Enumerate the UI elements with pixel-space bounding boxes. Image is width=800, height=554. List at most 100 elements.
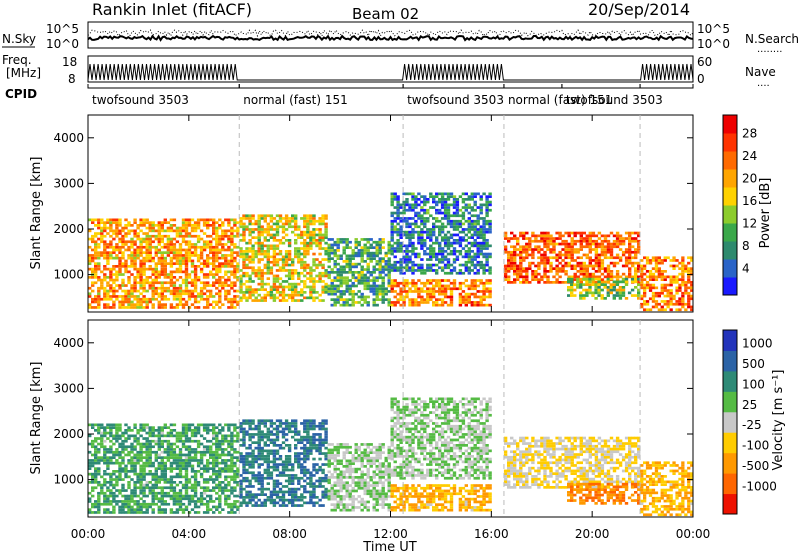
power-echo-cell [269,266,274,270]
velocity-echo-cell [230,459,234,462]
power-echo-cell [224,265,228,268]
power-echo-cell [540,256,544,260]
power-echo-cell [637,250,641,254]
power-echo-cell [420,230,424,234]
power-echo-cell [537,278,541,281]
power-echo-cell [630,277,635,281]
velocity-echo-cell [193,459,198,462]
velocity-echo-cell [115,448,119,451]
power-echo-cell [184,221,189,224]
power-echo-cell [414,247,418,250]
power-echo-cell [181,281,186,285]
power-echo-cell [206,306,210,309]
power-echo-cell [624,259,629,262]
power-echo-cell [579,234,583,238]
velocity-echo-cell [206,459,210,462]
velocity-echo-cell [136,475,140,479]
power-echo-cell [227,306,231,309]
power-echo-cell [455,228,460,231]
power-echo-cell [485,211,489,215]
power-echo-cell [435,263,439,267]
power-echo-cell [151,273,155,276]
power-echo-cell [351,254,355,258]
velocity-echo-cell [154,439,158,443]
power-echo-cell [363,251,367,255]
power-echo-cell [148,276,152,279]
power-echo-cell [443,295,448,299]
date-label: 20/Sep/2014 [588,0,690,19]
power-echo-cell [393,290,397,293]
velocity-echo-cell [215,483,219,487]
power-echo-cell [440,228,445,231]
power-echo-cell [675,286,679,290]
velocity-echo-cell [221,434,225,438]
power-echo-cell [687,256,691,260]
power-echo-cell [588,248,592,251]
power-echo-cell [588,275,592,279]
power-echo-cell [461,200,466,204]
power-echo-cell [606,286,610,289]
velocity-echo-cell [160,461,164,465]
velocity-echo-cell [127,505,131,509]
power-echo-cell [257,282,261,286]
power-echo-cell [384,273,388,277]
power-echo-cell [133,259,137,263]
velocity-echo-cell [157,461,161,465]
power-echo-cell [124,234,128,238]
power-echo-cell [163,229,167,233]
power-echo-cell [488,192,492,196]
power-echo-cell [405,258,409,261]
power-echo-cell [315,274,319,278]
power-echo-cell [209,248,213,252]
power-echo-cell [552,239,556,243]
power-echo-cell [582,245,586,249]
power-echo-cell [357,240,361,244]
power-echo-cell [284,260,289,264]
velocity-echo-cell [209,429,213,432]
power-echo-cell [199,262,204,265]
power-echo-cell [278,217,283,220]
velocity-echo-cell [193,453,198,457]
power-echo-cell [345,301,349,304]
power-echo-cell [145,267,149,271]
velocity-echo-cell [145,442,149,446]
power-echo-cell [640,267,644,270]
power-echo-cell [269,233,274,237]
power-echo-cell [112,278,116,282]
power-echo-cell [648,289,653,292]
power-echo-cell [640,259,644,262]
power-echo-cell [109,295,113,298]
velocity-echo-cell [215,478,219,481]
power-echo-cell [248,233,252,237]
power-echo-cell [654,270,659,273]
power-echo-cell [309,293,313,297]
power-echo-cell [423,230,427,234]
power-echo-cell [423,225,427,229]
power-echo-cell [97,297,101,301]
power-echo-cell [555,256,559,260]
velocity-echo-cell [148,434,152,438]
power-echo-cell [199,218,204,222]
velocity-echo-cell [202,467,207,470]
power-echo-cell [251,258,255,261]
velocity-echo-cell [115,500,119,503]
power-echo-cell [148,254,152,257]
power-echo-cell [196,234,201,238]
power-echo-cell [294,225,298,229]
power-echo-cell [263,214,267,218]
velocity-echo-cell [97,437,101,440]
power-echo-cell [206,289,210,293]
power-echo-cell [142,297,146,301]
velocity-echo-cell [151,491,155,495]
power-echo-cell [157,303,161,306]
power-echo-cell [221,229,225,233]
power-echo-cell [190,265,195,268]
velocity-echo-cell [190,475,195,479]
power-echo-cell [360,276,364,280]
velocity-echo-cell [224,439,228,443]
power-echo-cell [297,252,301,256]
power-echo-cell [251,236,255,239]
power-echo-cell [387,276,391,280]
velocity-echo-cell [112,442,116,446]
power-echo-cell [303,260,307,264]
